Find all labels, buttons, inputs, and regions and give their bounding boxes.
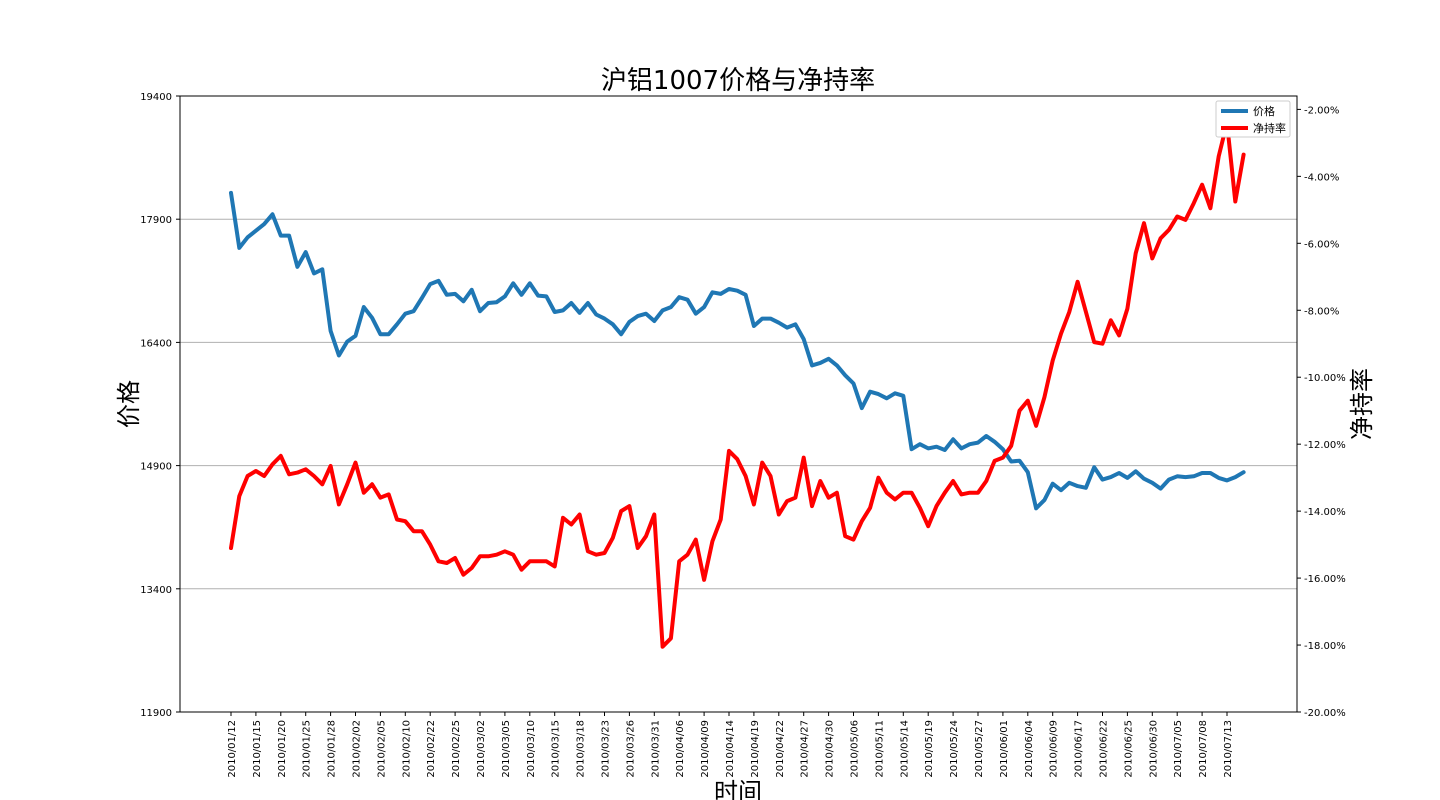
series-lines <box>229 120 1246 649</box>
right-tick-label: -6.00% <box>1304 239 1339 250</box>
x-tick-label: 2010/06/22 <box>1099 720 1110 778</box>
x-tick-label: 2010/01/28 <box>327 720 338 778</box>
x-tick-label: 2010/06/17 <box>1074 720 1085 778</box>
x-tick-label: 2010/02/25 <box>451 720 462 778</box>
x-tick-label: 2010/02/22 <box>426 720 437 778</box>
left-axis: 11900 13400 14900 16400 17900 19400 <box>140 92 180 719</box>
net-holding-series-line <box>229 120 1246 649</box>
right-tick-label: -16.00% <box>1304 574 1346 585</box>
legend: 价格 净持率 <box>1215 100 1291 138</box>
x-tick-label: 2010/02/02 <box>352 720 363 778</box>
x-tick-label: 2010/04/14 <box>725 720 736 778</box>
x-tick-label: 2010/04/22 <box>775 720 786 778</box>
x-tick-label: 2010/04/06 <box>675 720 686 778</box>
left-tick-label: 19400 <box>140 92 172 103</box>
x-axis-label: 时间 <box>714 778 762 800</box>
x-tick-label: 2010/07/13 <box>1223 720 1234 778</box>
x-tick-label: 2010/06/25 <box>1123 720 1134 778</box>
x-tick-label: 2010/05/14 <box>899 720 910 778</box>
x-tick-label: 2010/04/30 <box>825 720 836 778</box>
plot-frame <box>179 95 1298 713</box>
x-tick-label: 2010/07/08 <box>1198 720 1209 778</box>
price-series-line <box>229 190 1246 511</box>
x-tick-label: 2010/06/09 <box>1049 720 1060 778</box>
x-tick-label: 2010/05/27 <box>974 720 985 778</box>
x-tick-label: 2010/06/30 <box>1148 720 1159 778</box>
x-tick-label: 2010/01/25 <box>302 720 313 778</box>
x-tick-label: 2010/05/19 <box>924 720 935 778</box>
right-tick-label: -18.00% <box>1304 641 1346 652</box>
x-tick-label: 2010/03/15 <box>551 720 562 778</box>
right-tick-label: -4.00% <box>1304 172 1339 183</box>
grid-lines <box>180 218 1297 590</box>
x-tick-label: 2010/02/05 <box>376 720 387 778</box>
left-tick-label: 13400 <box>140 585 172 596</box>
x-tick-label: 2010/01/12 <box>227 720 238 778</box>
left-tick-label: 14900 <box>140 462 172 473</box>
left-tick-label: 11900 <box>140 708 172 719</box>
left-tick-label: 17900 <box>140 215 172 226</box>
right-axis: -20.00% -18.00% -16.00% -14.00% -12.00% -10.0… <box>1297 105 1346 719</box>
x-tick-label: 2010/01/20 <box>277 720 288 778</box>
legend-label-price: 价格 <box>1253 104 1275 118</box>
right-tick-label: -14.00% <box>1304 507 1346 518</box>
x-tick-label: 2010/04/09 <box>700 720 711 778</box>
right-tick-label: -10.00% <box>1304 373 1346 384</box>
x-tick-label: 2010/03/10 <box>526 720 537 778</box>
x-tick-label: 2010/05/11 <box>874 720 885 778</box>
x-tick-label: 2010/03/05 <box>501 720 512 778</box>
x-tick-label: 2010/03/18 <box>576 720 587 778</box>
x-tick-label: 2010/05/24 <box>949 720 960 778</box>
right-tick-label: -12.00% <box>1304 440 1346 451</box>
x-tick-label: 2010/04/27 <box>800 720 811 778</box>
x-tick-label: 2010/06/01 <box>999 720 1010 778</box>
x-tick-label: 2010/03/31 <box>650 720 661 778</box>
x-tick-label: 2010/05/06 <box>850 720 861 778</box>
x-tick-label: 2010/07/05 <box>1173 720 1184 778</box>
left-tick-label: 16400 <box>140 338 172 349</box>
chart-title: 沪铝1007价格与净持率 <box>601 66 875 96</box>
x-tick-label: 2010/01/15 <box>252 720 263 778</box>
legend-label-net-holding: 净持率 <box>1253 121 1286 135</box>
x-axis: 2010/01/12 2010/01/15 2010/01/20 2010/01/25… <box>227 712 1234 778</box>
x-tick-label: 2010/04/19 <box>750 720 761 778</box>
right-tick-label: -8.00% <box>1304 306 1339 317</box>
right-tick-label: -20.00% <box>1304 708 1346 719</box>
left-y-axis-label: 价格 <box>115 380 143 428</box>
right-tick-label: -2.00% <box>1304 105 1339 116</box>
right-y-axis-label: 净持率 <box>1348 368 1376 440</box>
x-tick-label: 2010/06/04 <box>1024 720 1035 778</box>
x-tick-label: 2010/03/23 <box>601 720 612 778</box>
x-tick-label: 2010/03/02 <box>476 720 487 778</box>
x-tick-label: 2010/02/10 <box>401 720 412 778</box>
x-tick-label: 2010/03/26 <box>625 720 636 778</box>
